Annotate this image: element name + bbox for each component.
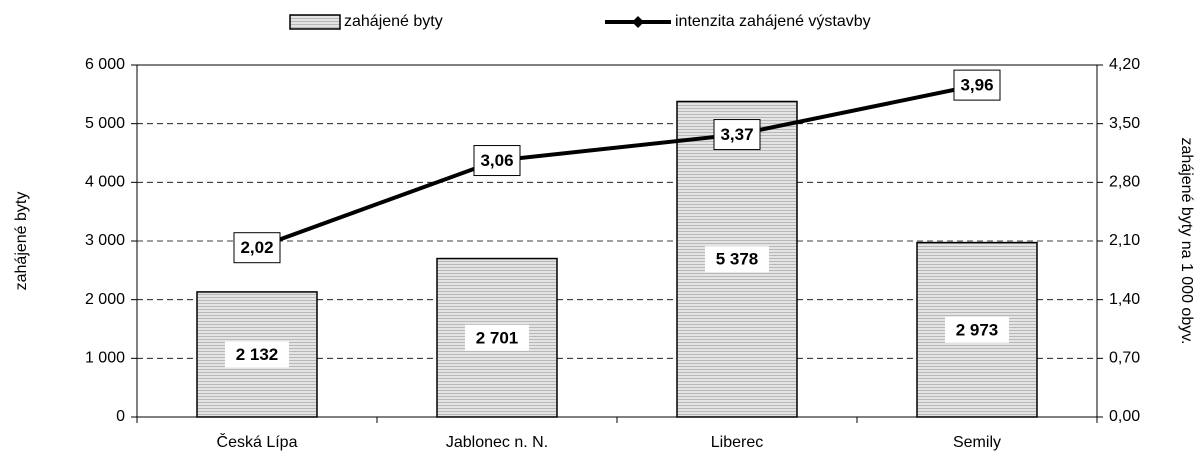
y-tick-label: 3 000 [85,232,125,249]
value-label-box [225,341,289,368]
y-tick-label: 6 000 [85,56,125,73]
line [256,83,978,250]
value-label: 2,02 [240,238,273,257]
value-label: 5 378 [716,250,759,269]
value-label-box [713,119,761,151]
value-label: 2 701 [476,328,519,347]
y2-tick-label: 2,80 [1109,174,1140,191]
y-tick-label: 5 000 [85,115,125,132]
value-label: 3,37 [720,125,753,144]
value-label-box [945,316,1009,343]
x-tick-label: Česká Lípa [217,432,298,451]
legend-label: intenzita zahájené výstavby [675,13,871,30]
y-tick-label: 0 [116,408,125,425]
value-label-box [233,232,281,264]
value-label: 2 132 [236,345,279,364]
value-label: 2 973 [956,320,999,339]
y2-tick-label: 0,70 [1109,350,1140,367]
value-label-box [465,324,529,351]
y2-tick-label: 3,50 [1109,115,1140,132]
y2-tick-label: 4,20 [1109,56,1140,73]
y2-tick-label: 0,00 [1109,408,1140,425]
value-label-box [953,69,1001,101]
value-label-box [705,246,769,273]
value-label: 3,06 [480,151,513,170]
y-tick-label: 4 000 [85,174,125,191]
value-label-box [473,145,521,177]
legend-swatch [289,14,341,30]
y2-axis-label: zahájené byty na 1 000 obyv. [1178,138,1195,345]
y-tick-label: 2 000 [85,291,125,308]
x-tick-label: Jablonec n. N. [446,434,548,451]
x-tick-label: Liberec [711,434,763,451]
y2-tick-label: 2,10 [1109,232,1140,249]
y-axis-label: zahájené byty [13,192,30,291]
x-tick-label: Semily [953,434,1001,451]
y-tick-label: 1 000 [85,350,125,367]
y2-tick-label: 1,40 [1109,291,1140,308]
value-label: 3,96 [960,76,993,95]
legend-label: zahájené byty [344,13,443,30]
legend-marker [632,16,644,28]
